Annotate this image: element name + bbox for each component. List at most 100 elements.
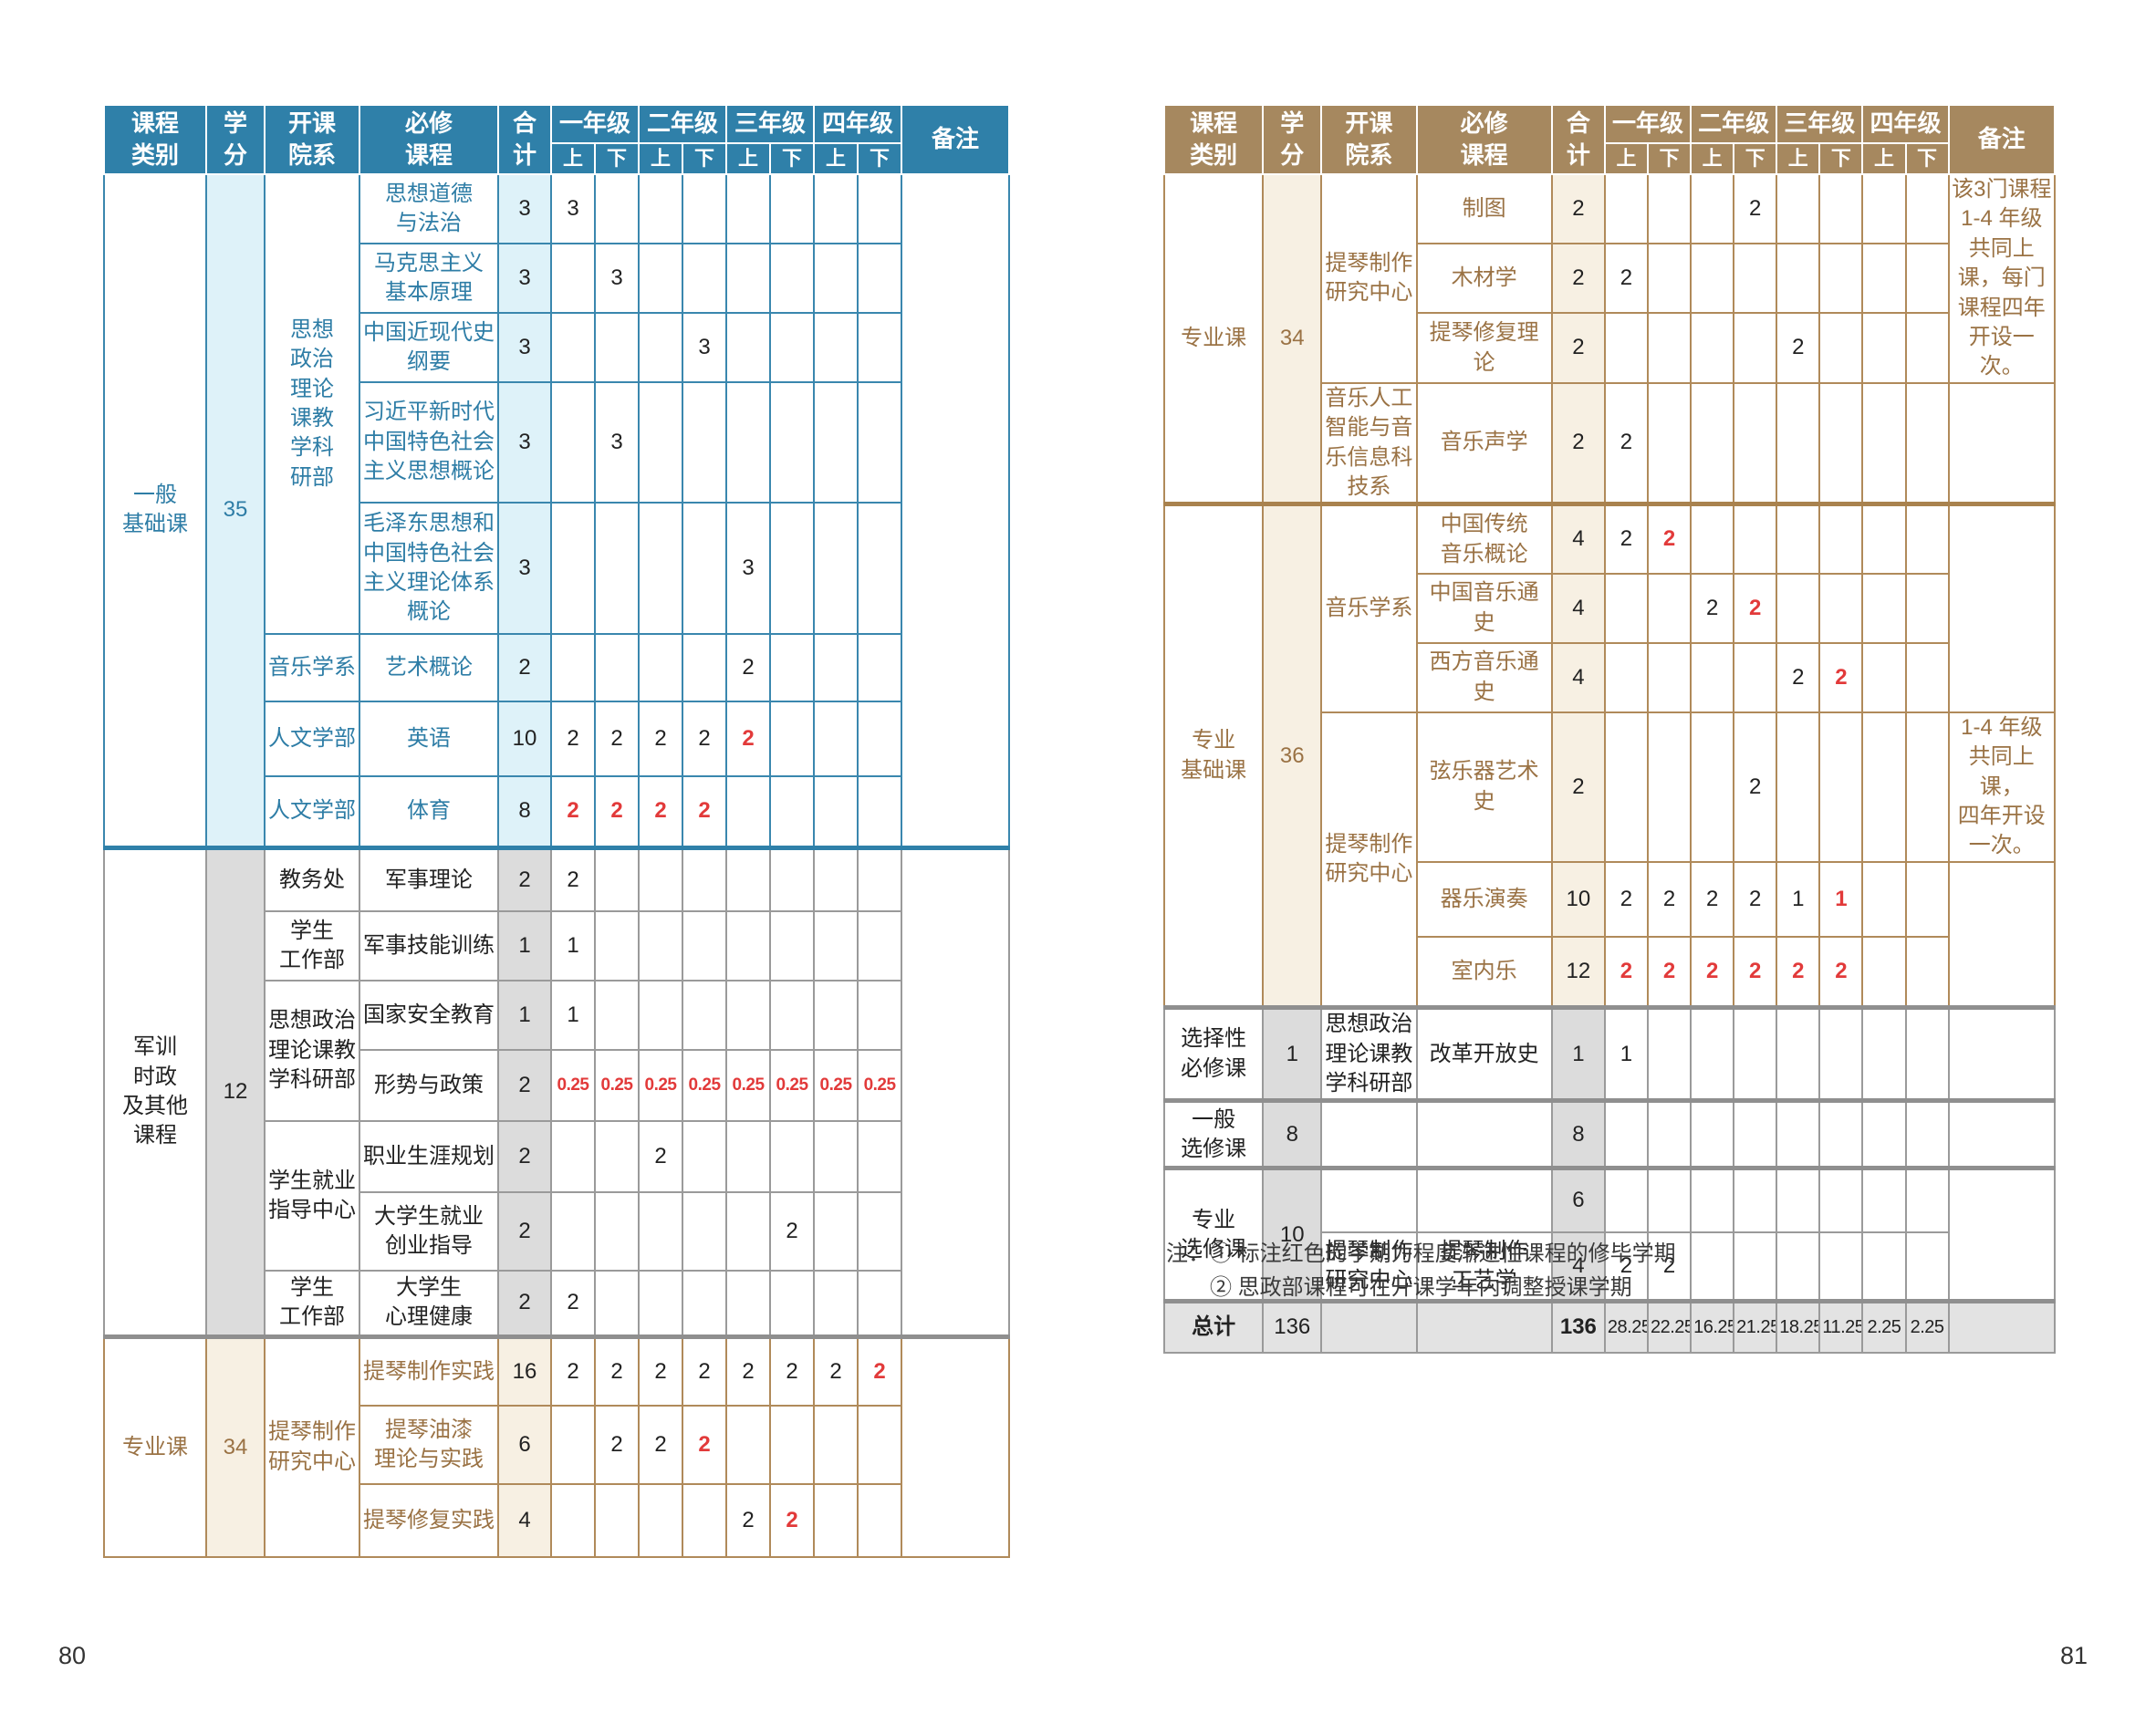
header-semester-lower-label: 下 xyxy=(769,142,816,175)
semester-credit-cell: 2 xyxy=(682,701,728,777)
course-total-cell: 2 xyxy=(1550,381,1606,505)
semester-credit-cell xyxy=(857,845,903,912)
header-course-label: 必修 课程 xyxy=(359,104,499,175)
department-cell: 提琴制作 研究中心 xyxy=(264,1334,360,1558)
semester-credit-cell: 2 xyxy=(725,701,772,777)
semester-credit-cell: 2 xyxy=(725,633,772,702)
semester-credit-cell xyxy=(682,381,728,504)
header-remark-label: 备注 xyxy=(1947,104,2057,175)
semester-credit-cell xyxy=(593,1483,641,1558)
header-semester-upper-label: 上 xyxy=(550,142,596,175)
semester-credit-cell xyxy=(1603,1098,1650,1169)
semester-credit-cell xyxy=(550,312,596,383)
header-semester-upper-label: 上 xyxy=(1861,142,1907,175)
semester-credit-cell xyxy=(725,980,772,1051)
semester-credit-cell xyxy=(813,243,859,314)
semester-credit-cell xyxy=(593,312,641,383)
semester-credit-cell xyxy=(682,633,728,702)
semester-credit-cell: 2 xyxy=(1733,711,1778,863)
semester-credit-cell xyxy=(1776,1166,1821,1233)
course-total-cell: 2 xyxy=(1550,172,1606,245)
semester-credit-cell xyxy=(1690,641,1735,713)
semester-credit-cell xyxy=(1690,1005,1735,1102)
course-name-cell: 制图 xyxy=(1415,172,1553,245)
semester-credit-cell xyxy=(725,312,772,383)
header-grade-3-label: 三年级 xyxy=(1776,104,1864,144)
semester-credit-cell xyxy=(725,173,772,244)
semester-credit-cell xyxy=(1904,935,1950,1009)
section-credits-cell: 8 xyxy=(1262,1098,1323,1169)
semester-credit-cell xyxy=(1861,381,1907,505)
semester-credit-cell xyxy=(550,381,596,504)
course-name-cell: 提琴修复理论 xyxy=(1415,312,1553,384)
semester-credit-cell xyxy=(682,243,728,314)
semester-credit-cell xyxy=(1603,641,1650,713)
remark-cell: 1-4 年级 共同上课， 四年开设 一次。 xyxy=(1947,711,2057,863)
semester-credit-cell xyxy=(857,980,903,1051)
semester-credit-cell: 2 xyxy=(1690,572,1735,644)
semester-credit-cell: 2 xyxy=(638,1120,684,1193)
semester-credit-cell: 2 xyxy=(725,1334,772,1407)
semester-credit-cell xyxy=(1904,572,1950,644)
semester-credit-cell: 22.25 xyxy=(1646,1299,1693,1354)
semester-credit-cell: 2 xyxy=(1646,860,1693,938)
header-grade-1-label: 一年级 xyxy=(1603,104,1693,144)
header-credits-label: 学 分 xyxy=(205,104,266,175)
section-credits-cell: 34 xyxy=(1262,173,1323,505)
course-total-cell: 2 xyxy=(1550,243,1606,315)
semester-credit-cell xyxy=(813,1405,859,1485)
course-total-cell: 10 xyxy=(497,701,552,777)
section-category-cell: 专业 基础课 xyxy=(1162,502,1265,1009)
semester-credit-cell xyxy=(593,1270,641,1337)
header-semester-upper-label: 上 xyxy=(1603,142,1650,175)
course-total-cell: 3 xyxy=(497,312,552,383)
semester-credit-cell xyxy=(1818,1231,1864,1303)
semester-credit-cell xyxy=(1861,641,1907,713)
semester-credit-cell xyxy=(1861,860,1907,938)
semester-credit-cell xyxy=(769,502,816,635)
semester-credit-cell xyxy=(769,243,816,314)
department-cell: 音乐学系 xyxy=(264,633,360,702)
semester-credit-cell xyxy=(682,1483,728,1558)
semester-credit-cell xyxy=(638,243,684,314)
remark-cell xyxy=(1947,1098,2057,1169)
semester-credit-cell: 2 xyxy=(593,775,641,848)
course-total-cell: 2 xyxy=(497,845,552,912)
course-name-cell: 马克思主义 基本原理 xyxy=(359,243,499,314)
semester-credit-cell xyxy=(1818,243,1864,315)
department-cell: 人文学部 xyxy=(264,701,360,777)
semester-credit-cell xyxy=(682,845,728,912)
course-name-cell: 木材学 xyxy=(1415,243,1553,315)
semester-credit-cell xyxy=(593,845,641,912)
semester-credit-cell xyxy=(1776,1005,1821,1102)
header-course-label: 必修 课程 xyxy=(1415,104,1553,175)
course-total-cell: 136 xyxy=(1550,1299,1606,1354)
course-total-cell: 4 xyxy=(497,1483,552,1558)
semester-credit-cell xyxy=(1818,572,1864,644)
semester-credit-cell: 2 xyxy=(769,1483,816,1558)
semester-credit-cell: 0.25 xyxy=(813,1049,859,1122)
course-total-cell: 2 xyxy=(497,633,552,702)
course-name-cell: 提琴修复实践 xyxy=(359,1483,499,1558)
semester-credit-cell xyxy=(813,381,859,504)
semester-credit-cell xyxy=(1646,641,1693,713)
semester-credit-cell xyxy=(1776,243,1821,315)
header-remark-label: 备注 xyxy=(901,104,1011,175)
department-cell: 音乐学系 xyxy=(1320,502,1418,713)
semester-credit-cell: 16.25 xyxy=(1690,1299,1735,1354)
semester-credit-cell xyxy=(769,633,816,702)
semester-credit-cell xyxy=(1690,312,1735,384)
semester-credit-cell xyxy=(682,1120,728,1193)
semester-credit-cell: 2 xyxy=(769,1334,816,1407)
semester-credit-cell xyxy=(1904,1005,1950,1102)
semester-credit-cell xyxy=(857,1120,903,1193)
semester-credit-cell xyxy=(593,1191,641,1272)
semester-credit-cell xyxy=(682,910,728,981)
semester-credit-cell xyxy=(725,775,772,848)
semester-credit-cell: 28.25 xyxy=(1603,1299,1650,1354)
course-name-cell: 改革开放史 xyxy=(1415,1005,1553,1102)
page-number-right: 81 xyxy=(2060,1642,2088,1669)
semester-credit-cell: 3 xyxy=(725,502,772,635)
semester-credit-cell xyxy=(769,1270,816,1337)
semester-credit-cell xyxy=(813,845,859,912)
